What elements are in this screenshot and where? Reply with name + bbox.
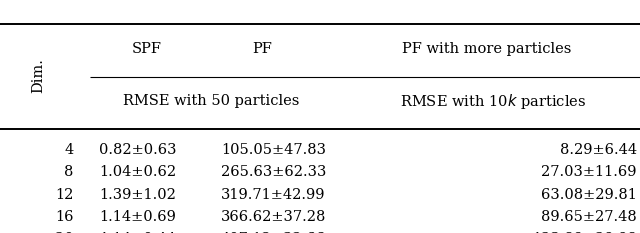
Text: RMSE with 50 particles: RMSE with 50 particles: [123, 94, 300, 108]
Text: 319.71±42.99: 319.71±42.99: [221, 188, 325, 202]
Text: 407.12±32.66: 407.12±32.66: [221, 232, 326, 233]
Text: 1.14±0.69: 1.14±0.69: [99, 210, 176, 224]
Text: PF: PF: [252, 42, 273, 56]
Text: 1.04±0.62: 1.04±0.62: [99, 165, 177, 179]
Text: Dim.: Dim.: [31, 58, 45, 93]
Text: RMSE with 10$k$ particles: RMSE with 10$k$ particles: [400, 92, 586, 111]
Text: 27.03±11.69: 27.03±11.69: [541, 165, 637, 179]
Text: 8: 8: [64, 165, 74, 179]
Text: 8.29±6.44: 8.29±6.44: [559, 143, 637, 157]
Text: 265.63±62.33: 265.63±62.33: [221, 165, 326, 179]
Text: 1.39±1.02: 1.39±1.02: [99, 188, 176, 202]
Text: SPF: SPF: [132, 42, 162, 56]
Text: 20: 20: [55, 232, 74, 233]
Text: 4: 4: [65, 143, 74, 157]
Text: 16: 16: [55, 210, 74, 224]
Text: 12: 12: [55, 188, 74, 202]
Text: 89.65±27.48: 89.65±27.48: [541, 210, 637, 224]
Text: 1.14±0.44: 1.14±0.44: [99, 232, 176, 233]
Text: PF with more particles: PF with more particles: [402, 42, 571, 56]
Text: 0.82±0.63: 0.82±0.63: [99, 143, 177, 157]
Text: 366.62±37.28: 366.62±37.28: [221, 210, 326, 224]
Text: 63.08±29.81: 63.08±29.81: [541, 188, 637, 202]
Text: 123.89±29.98: 123.89±29.98: [532, 232, 637, 233]
Text: 105.05±47.83: 105.05±47.83: [221, 143, 326, 157]
